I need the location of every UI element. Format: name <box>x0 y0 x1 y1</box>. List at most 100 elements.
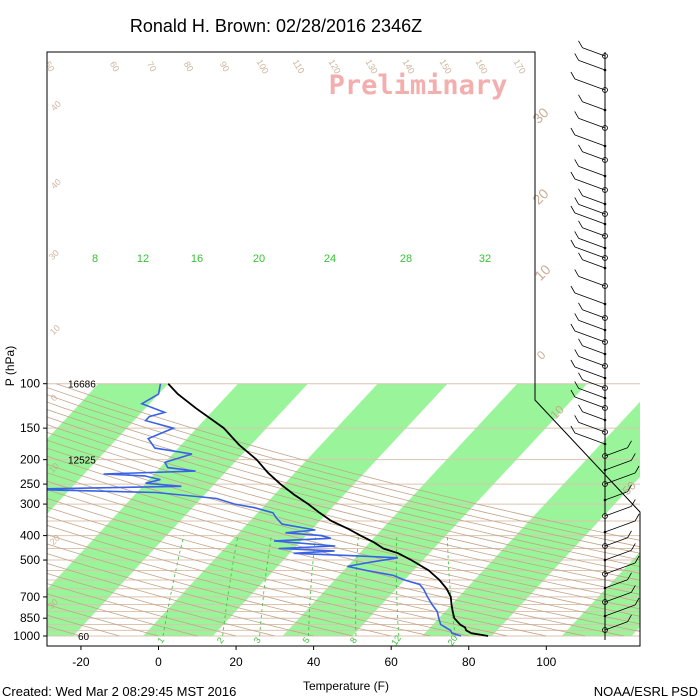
wind-barb-feather <box>570 359 576 368</box>
dry-adiabat <box>47 439 640 595</box>
wind-barb <box>604 447 628 457</box>
dry-adiabat <box>47 431 640 588</box>
wind-barb-feather <box>574 53 580 61</box>
dry-adiabat <box>47 401 640 561</box>
isotherm-band <box>561 551 640 636</box>
wind-barb-feather <box>574 415 580 423</box>
dry-adiabat <box>47 394 640 554</box>
wind-barb <box>578 320 606 331</box>
wind-barb-dot <box>603 498 607 502</box>
wind-barb <box>582 345 606 355</box>
isotherm-label: 32 <box>479 253 491 265</box>
wind-barb-column <box>570 40 640 640</box>
isotherm-edge-label: 30 <box>529 104 551 126</box>
wind-barb <box>604 604 636 617</box>
calm-wind-marker <box>602 571 608 577</box>
calm-wind-marker <box>602 53 608 59</box>
wind-barb-dot <box>603 352 607 356</box>
isotherm-label: 24 <box>324 253 336 265</box>
isotherm-label: 12 <box>137 253 149 265</box>
wind-barb <box>604 472 636 485</box>
wind-barb-feather <box>574 159 580 167</box>
wind-barb <box>574 246 606 259</box>
wind-barb-feather <box>570 285 576 294</box>
wind-barb <box>582 227 606 237</box>
isotherm-band <box>142 383 448 636</box>
wind-barb-feather <box>574 381 580 389</box>
isotherm-edge-label: 0 <box>49 393 60 404</box>
dry-adiabat-label: 90 <box>218 60 232 74</box>
wind-barb <box>574 366 606 379</box>
calm-wind-marker <box>602 627 608 633</box>
wind-barb-dot <box>603 614 607 618</box>
calm-wind-marker <box>602 125 608 131</box>
y-tick-label: 1000 <box>13 629 40 643</box>
calm-wind-marker <box>602 283 608 289</box>
calm-wind-marker <box>602 405 608 411</box>
wind-barb-feather <box>570 389 576 398</box>
mixing-ratio-label: 12 <box>389 633 403 647</box>
temperature-profile <box>167 383 489 637</box>
mixing-ratio-label: 3 <box>252 635 263 645</box>
wind-barb-feather <box>570 127 576 136</box>
wind-barb <box>578 166 606 177</box>
isotherm-label: 28 <box>400 253 412 265</box>
wind-barb-feather <box>578 302 583 310</box>
dry-adiabat <box>47 543 392 637</box>
pressure-axis: 100 150 200 250 300 400 500 700 850 1000 <box>13 377 47 643</box>
wind-barb-dot <box>603 418 607 422</box>
y-tick-label: 700 <box>20 590 40 604</box>
wind-barb <box>582 309 606 319</box>
isotherm-label: 16 <box>191 253 203 265</box>
wind-barb-feather <box>627 572 632 580</box>
isotherm-edge-label: 10 <box>48 323 62 337</box>
dry-adiabat <box>47 455 640 610</box>
wind-barb <box>604 537 628 547</box>
isotherm-edge-label: 40 <box>49 177 63 191</box>
dry-adiabat <box>47 563 314 637</box>
dry-adiabat-label: 100 <box>255 57 271 75</box>
mixing-ratio-label: 5 <box>301 635 312 645</box>
wind-barb-feather <box>578 404 583 412</box>
wind-barb-feather <box>578 252 583 260</box>
wind-barb-feather <box>570 205 576 214</box>
dry-adiabat <box>47 497 586 637</box>
wind-barb-feather <box>630 499 636 507</box>
x-tick-label: 100 <box>536 655 556 669</box>
y-tick-label: 400 <box>20 529 40 543</box>
wind-barb <box>604 562 636 575</box>
isotherm-edge-label: 40 <box>49 99 63 113</box>
wind-barb <box>604 460 632 471</box>
wind-barb-dot <box>603 68 607 72</box>
wind-barb <box>574 292 606 305</box>
wind-barb <box>574 212 606 225</box>
isobar-lines <box>47 383 640 637</box>
wind-barb <box>578 276 606 287</box>
calm-wind-marker <box>602 233 608 239</box>
wind-barb-dot <box>603 328 607 332</box>
x-axis-label: Temperature (F) <box>303 679 389 693</box>
wind-barb-feather <box>574 269 580 277</box>
calm-wind-marker <box>602 385 608 391</box>
dry-adiabat-label: 70 <box>145 60 159 74</box>
created-timestamp: Created: Wed Mar 2 08:29:45 MST 2016 <box>2 684 236 699</box>
wind-barb <box>578 238 606 249</box>
wind-barb-dot <box>603 108 607 112</box>
wind-barb-dot <box>603 558 607 562</box>
isotherm-band <box>47 383 169 515</box>
dry-adiabat <box>0 384 3 636</box>
wind-barb-feather <box>627 440 632 448</box>
wind-barb <box>578 118 606 129</box>
y-tick-label: 500 <box>20 553 40 567</box>
dry-adiabat-label: 50 <box>43 60 57 74</box>
wind-barb-feather <box>627 614 632 622</box>
wind-barb-feather <box>570 323 576 332</box>
y-tick-label: 300 <box>20 497 40 511</box>
wind-barb <box>578 356 606 367</box>
isotherm-edge-label: 30 <box>47 248 61 262</box>
calm-wind-marker <box>602 513 608 519</box>
wind-barb-feather <box>630 543 636 551</box>
x-tick-label: -20 <box>72 655 90 669</box>
